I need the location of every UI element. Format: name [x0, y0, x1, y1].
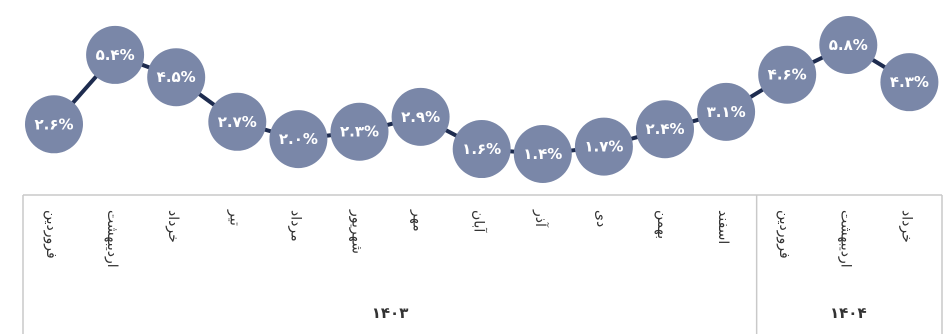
data-label: ۲.۹%	[401, 108, 440, 126]
data-point-bubble	[269, 110, 328, 169]
data-point: ۱.۶%	[452, 120, 511, 179]
category-label: دی	[593, 210, 609, 227]
data-point: ۴.۵%	[147, 48, 206, 107]
category-label: مهر	[410, 209, 426, 232]
data-point-bubble	[697, 82, 756, 141]
data-label: ۴.۶%	[768, 66, 807, 84]
data-point-bubble	[86, 25, 145, 84]
category-axis	[22, 194, 943, 334]
data-point-bubble	[758, 45, 817, 104]
data-point-bubble	[819, 16, 878, 74]
data-label: ۱.۶%	[462, 140, 501, 158]
data-point-bubble	[25, 95, 83, 154]
data-point: ۲.۹%	[391, 87, 450, 146]
category-labels: فروردین اردیبهشت خرداد تیر مرداد شهریور مهر آبا…	[43, 209, 914, 268]
data-label: ۵.۴%	[96, 46, 135, 64]
category-label: اسفند	[715, 210, 731, 244]
data-label: ۲.۰%	[279, 130, 318, 148]
data-point: ۲.۷%	[208, 92, 267, 151]
data-point: ۳.۱%	[697, 82, 756, 141]
category-label: شهریور	[349, 209, 365, 254]
year-group-label: ۱۴۰۳	[372, 304, 409, 322]
data-point: ۵.۴%	[86, 25, 145, 84]
category-label: آبان	[471, 210, 488, 233]
data-point-bubble	[330, 102, 389, 161]
category-label: آذر	[532, 209, 549, 228]
category-label: فروردین	[43, 210, 59, 259]
year-groups: ۱۴۰۳ ۱۴۰۴	[372, 304, 867, 322]
data-label: ۱.۴%	[523, 145, 562, 163]
data-label: ۴.۵%	[157, 68, 196, 86]
data-point: ۲.۴%	[636, 100, 694, 159]
data-point: ۴.۶%	[758, 45, 817, 104]
data-label: ۳.۱%	[707, 103, 746, 121]
data-point: ۴.۳%	[880, 53, 939, 112]
data-label: ۴.۳%	[890, 73, 929, 91]
data-point: ۲.۶%	[25, 95, 83, 154]
category-label: مرداد	[287, 210, 303, 242]
data-label: ۵.۸%	[829, 36, 868, 54]
year-group-label: ۱۴۰۴	[830, 304, 867, 322]
category-label: خرداد	[165, 210, 181, 243]
data-label: ۲.۷%	[218, 113, 257, 131]
data-point-bubble	[147, 48, 206, 107]
data-point: ۱.۷%	[574, 117, 633, 176]
data-point-bubble	[636, 100, 694, 159]
data-point-bubble	[208, 92, 267, 151]
data-label: ۲.۶%	[34, 115, 73, 133]
data-point-bubble	[513, 125, 572, 183]
category-label: خرداد	[898, 210, 914, 243]
data-point-bubble	[452, 120, 511, 179]
data-point-bubble	[391, 87, 450, 146]
category-label: اردیبهشت	[837, 210, 853, 268]
category-label: تیر	[226, 209, 242, 226]
data-point-bubble	[880, 53, 939, 112]
data-label: ۲.۳%	[340, 123, 379, 141]
data-point: ۵.۸%	[819, 16, 878, 74]
data-points: ۲.۶% ۵.۴% ۴.۵% ۲.۷% ۲.۰% ۲.۳% ۲.۹% ۱.۶% ۱.۴% ۱.۷%…	[25, 16, 939, 183]
data-label: ۱.۷%	[584, 138, 623, 156]
data-point: ۲.۳%	[330, 102, 389, 161]
category-label: بهمن	[654, 210, 670, 239]
category-label: فروردین	[776, 210, 792, 259]
category-label: اردیبهشت	[104, 210, 120, 268]
data-point: ۲.۰%	[269, 110, 328, 169]
data-point: ۱.۴%	[513, 125, 572, 183]
data-label: ۲.۴%	[645, 120, 684, 138]
data-point-bubble	[574, 117, 633, 176]
